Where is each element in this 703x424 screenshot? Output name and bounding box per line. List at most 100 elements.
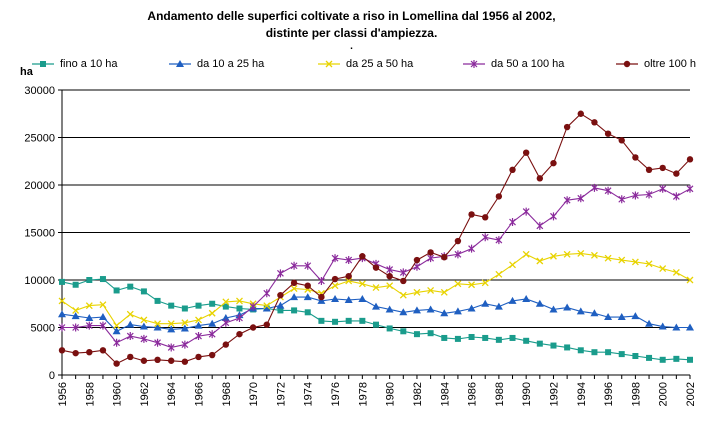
x-tick-label: 1962	[139, 382, 151, 406]
legend-label: oltre 100 h	[644, 58, 696, 70]
series-1-point	[291, 307, 298, 314]
series-3-point	[454, 280, 462, 288]
series-4-point	[249, 302, 257, 311]
legend-label: da 50 a 100 ha	[491, 58, 565, 70]
series-4-point	[659, 184, 667, 193]
x-tick-label: 1994	[576, 382, 588, 406]
series-3-point	[331, 282, 339, 290]
x-tick-label: 1974	[303, 382, 315, 406]
y-tick-label: 25000	[24, 133, 55, 145]
series-1-point	[154, 297, 161, 304]
series-5-point	[99, 347, 107, 354]
series-2-point	[262, 304, 271, 312]
y-tick-label: 0	[49, 370, 55, 382]
series-4-point	[454, 250, 462, 259]
x-tick-label: 1956	[57, 382, 69, 406]
series-3-point	[113, 322, 121, 330]
series-4-point	[577, 194, 585, 203]
series-2-point	[167, 325, 176, 333]
series-4-point	[140, 334, 148, 343]
series-4-point	[113, 338, 121, 347]
series-5-point	[304, 282, 311, 289]
series-4-point	[631, 191, 639, 200]
series-5-point	[591, 119, 598, 126]
x-tick-label: 2000	[658, 382, 670, 406]
series-4-point	[154, 338, 161, 347]
series-2-point	[180, 324, 189, 332]
series-2-point	[372, 302, 380, 310]
series-3-point	[495, 270, 503, 278]
x-tick-label: 1992	[548, 382, 560, 406]
series-3-point	[659, 265, 667, 273]
series-5-point	[168, 357, 175, 364]
series-2-point	[535, 299, 544, 307]
series-5-point	[400, 277, 407, 285]
legend-swatch-marker	[470, 60, 478, 68]
series-2-point	[194, 321, 203, 329]
series-3-point	[440, 288, 448, 296]
x-tick-label: 1958	[84, 382, 96, 406]
series-4-point	[195, 332, 202, 341]
series-3-point	[604, 254, 612, 262]
series-5-point	[72, 349, 79, 357]
series-2-point	[440, 309, 449, 317]
y-tick-label: 15000	[24, 228, 55, 240]
series-5-point	[632, 154, 639, 161]
series-5-point	[645, 166, 653, 173]
series-2-point	[658, 322, 667, 330]
series-2-point	[399, 308, 408, 316]
series-2-point	[590, 309, 599, 317]
legend-item: oltre 100 h	[616, 57, 696, 71]
x-tick-label: 1998	[630, 382, 642, 406]
series-2-point	[71, 312, 80, 320]
series-4-point	[85, 321, 93, 330]
series-5-point	[236, 330, 243, 338]
series-1-point	[181, 305, 188, 312]
series-5-point	[195, 353, 202, 361]
series-4-point	[345, 256, 353, 265]
series-4-point	[317, 276, 325, 285]
series-1-point	[236, 305, 243, 312]
x-tick-label: 1976	[330, 382, 342, 406]
legend-item: da 50 a 100 ha	[463, 57, 564, 71]
series-3-point	[345, 277, 353, 285]
series-2-point	[331, 295, 340, 302]
series-1-point	[605, 349, 612, 356]
series-4-point	[495, 236, 503, 245]
series-5-point	[154, 356, 161, 363]
series-4-point	[236, 314, 243, 322]
series-3-point	[222, 298, 230, 306]
x-tick-label: 2002	[685, 382, 697, 406]
series-5-point	[673, 170, 680, 177]
series-5-point	[318, 293, 325, 301]
series-3-point	[645, 260, 653, 268]
series-5-point	[686, 156, 694, 163]
series-2-point	[522, 295, 531, 302]
series-1-point	[646, 354, 653, 361]
series-1-point	[86, 277, 93, 283]
series-4-point	[277, 269, 284, 278]
series-5-point	[249, 324, 257, 331]
series-1-point	[659, 356, 666, 363]
series-3-point	[290, 285, 298, 293]
series-1-point	[550, 342, 557, 349]
series-4-point	[468, 244, 475, 253]
series-3-point	[522, 250, 530, 258]
series-2-point	[276, 301, 285, 309]
series-2-point	[58, 310, 66, 318]
series-1-point	[509, 334, 516, 341]
chart-subtitle: distinte per classi d'ampiezza.	[265, 26, 438, 40]
series-4-point	[645, 190, 653, 199]
series-2-point	[317, 296, 326, 304]
series-4-point	[618, 195, 626, 204]
series-5-point	[345, 273, 352, 280]
series-2-point	[344, 295, 353, 303]
series-1-point	[72, 281, 79, 288]
series-3-point	[181, 319, 189, 327]
series-3-point	[468, 281, 476, 289]
series-3-point	[85, 302, 93, 310]
series-5-point	[113, 360, 120, 367]
series-4-point	[331, 254, 339, 263]
legend-swatch	[169, 60, 191, 67]
series-1-point	[536, 340, 543, 347]
